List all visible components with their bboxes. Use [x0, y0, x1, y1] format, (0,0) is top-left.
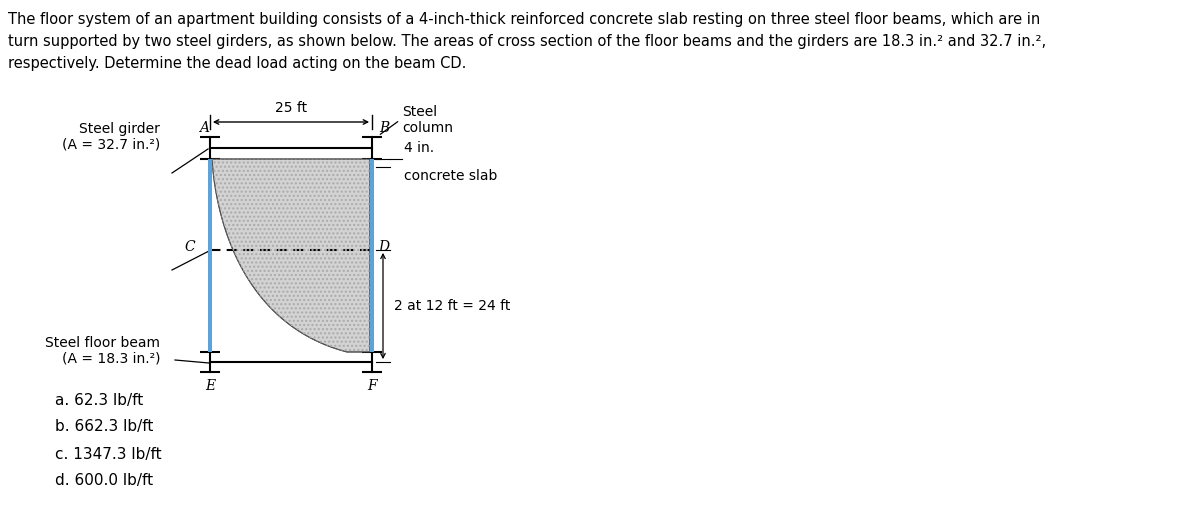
Text: E: E — [205, 379, 215, 393]
Text: concrete slab: concrete slab — [404, 169, 497, 183]
Text: (A = 32.7 in.²): (A = 32.7 in.²) — [61, 138, 160, 152]
Text: a. 62.3 lb/ft: a. 62.3 lb/ft — [55, 393, 143, 408]
Text: turn supported by two steel girders, as shown below. The areas of cross section : turn supported by two steel girders, as … — [8, 34, 1046, 49]
Bar — [370, 159, 374, 352]
Text: (A = 18.3 in.²): (A = 18.3 in.²) — [61, 352, 160, 366]
Text: d. 600.0 lb/ft: d. 600.0 lb/ft — [55, 473, 154, 489]
Text: 2 at 12 ft = 24 ft: 2 at 12 ft = 24 ft — [394, 299, 510, 313]
Text: respectively. Determine the dead load acting on the beam CD.: respectively. Determine the dead load ac… — [8, 56, 467, 71]
Text: b. 662.3 lb/ft: b. 662.3 lb/ft — [55, 420, 154, 435]
Text: The floor system of an apartment building consists of a 4-inch-thick reinforced : The floor system of an apartment buildin… — [8, 12, 1040, 27]
Text: 25 ft: 25 ft — [275, 101, 307, 115]
Bar — [208, 159, 212, 352]
Text: B: B — [379, 121, 389, 135]
Text: column: column — [402, 121, 454, 135]
Text: A: A — [199, 121, 209, 135]
Polygon shape — [212, 159, 370, 352]
Text: D: D — [378, 240, 389, 254]
Text: F: F — [367, 379, 377, 393]
Text: Steel girder: Steel girder — [79, 122, 160, 136]
Text: Steel floor beam: Steel floor beam — [46, 336, 160, 350]
Text: C: C — [185, 240, 196, 254]
Text: 4 in.: 4 in. — [404, 141, 434, 155]
Text: c. 1347.3 lb/ft: c. 1347.3 lb/ft — [55, 446, 162, 462]
Text: Steel: Steel — [402, 105, 437, 119]
